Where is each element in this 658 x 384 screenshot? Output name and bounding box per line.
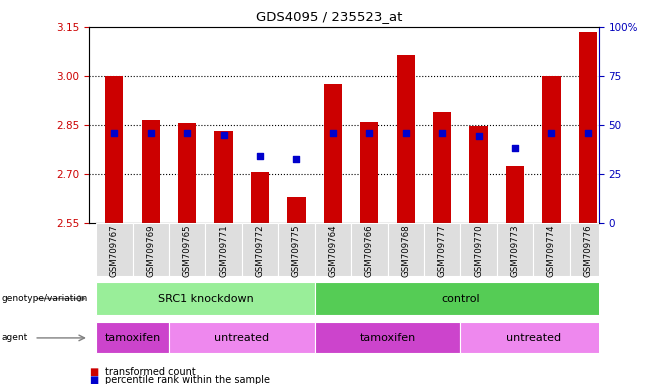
Bar: [242, 223, 278, 276]
Text: agent: agent: [1, 333, 28, 343]
Text: genotype/variation: genotype/variation: [1, 294, 88, 303]
Bar: [579, 32, 597, 223]
Text: GSM709775: GSM709775: [292, 224, 301, 277]
Bar: [497, 223, 533, 276]
Bar: [96, 223, 132, 276]
Bar: [351, 223, 388, 276]
Point: [145, 130, 156, 136]
Text: GSM709767: GSM709767: [110, 224, 119, 277]
Text: GSM709768: GSM709768: [401, 224, 410, 277]
Text: ■: ■: [89, 367, 98, 377]
Bar: [469, 126, 488, 223]
Point: [546, 130, 557, 136]
Text: tamoxifen: tamoxifen: [359, 333, 416, 343]
Bar: [141, 120, 160, 223]
Text: ■: ■: [89, 375, 98, 384]
Bar: [215, 131, 233, 223]
Bar: [315, 282, 606, 315]
Bar: [506, 166, 524, 223]
Bar: [132, 223, 169, 276]
Point: [109, 130, 120, 136]
Bar: [205, 223, 241, 276]
Bar: [278, 223, 315, 276]
Text: GSM709773: GSM709773: [511, 224, 520, 277]
Point: [510, 145, 520, 151]
Text: control: control: [441, 293, 480, 304]
Text: transformed count: transformed count: [105, 367, 196, 377]
Text: untreated: untreated: [215, 333, 269, 343]
Text: GSM709770: GSM709770: [474, 224, 483, 277]
Bar: [96, 323, 169, 353]
Text: GSM709769: GSM709769: [146, 224, 155, 277]
Bar: [424, 223, 461, 276]
Text: GSM709765: GSM709765: [183, 224, 191, 277]
Bar: [570, 223, 606, 276]
Text: GSM709774: GSM709774: [547, 224, 556, 277]
Point: [582, 130, 593, 136]
Bar: [169, 223, 205, 276]
Bar: [542, 76, 561, 223]
Text: GSM709772: GSM709772: [255, 224, 265, 277]
Bar: [105, 76, 124, 223]
Text: untreated: untreated: [505, 333, 561, 343]
Bar: [397, 55, 415, 223]
Point: [401, 130, 411, 136]
Point: [364, 130, 374, 136]
Bar: [288, 197, 305, 223]
Bar: [169, 323, 315, 353]
Bar: [178, 123, 196, 223]
Text: percentile rank within the sample: percentile rank within the sample: [105, 375, 270, 384]
Bar: [533, 223, 570, 276]
Point: [291, 156, 302, 162]
Bar: [461, 323, 606, 353]
Point: [437, 130, 447, 136]
Text: GSM709771: GSM709771: [219, 224, 228, 277]
Text: tamoxifen: tamoxifen: [105, 333, 161, 343]
Point: [473, 133, 484, 139]
Text: SRC1 knockdown: SRC1 knockdown: [157, 293, 253, 304]
Text: GSM709766: GSM709766: [365, 224, 374, 277]
Bar: [360, 121, 378, 223]
Text: GDS4095 / 235523_at: GDS4095 / 235523_at: [256, 10, 402, 23]
Bar: [388, 223, 424, 276]
Point: [255, 153, 265, 159]
Bar: [461, 223, 497, 276]
Bar: [433, 112, 451, 223]
Point: [328, 130, 338, 136]
Bar: [315, 323, 461, 353]
Point: [218, 131, 229, 138]
Bar: [251, 172, 269, 223]
Text: GSM709764: GSM709764: [328, 224, 338, 277]
Point: [182, 130, 192, 136]
Bar: [324, 84, 342, 223]
Text: GSM709777: GSM709777: [438, 224, 447, 277]
Text: GSM709776: GSM709776: [584, 224, 592, 277]
Bar: [315, 223, 351, 276]
Bar: [96, 282, 315, 315]
